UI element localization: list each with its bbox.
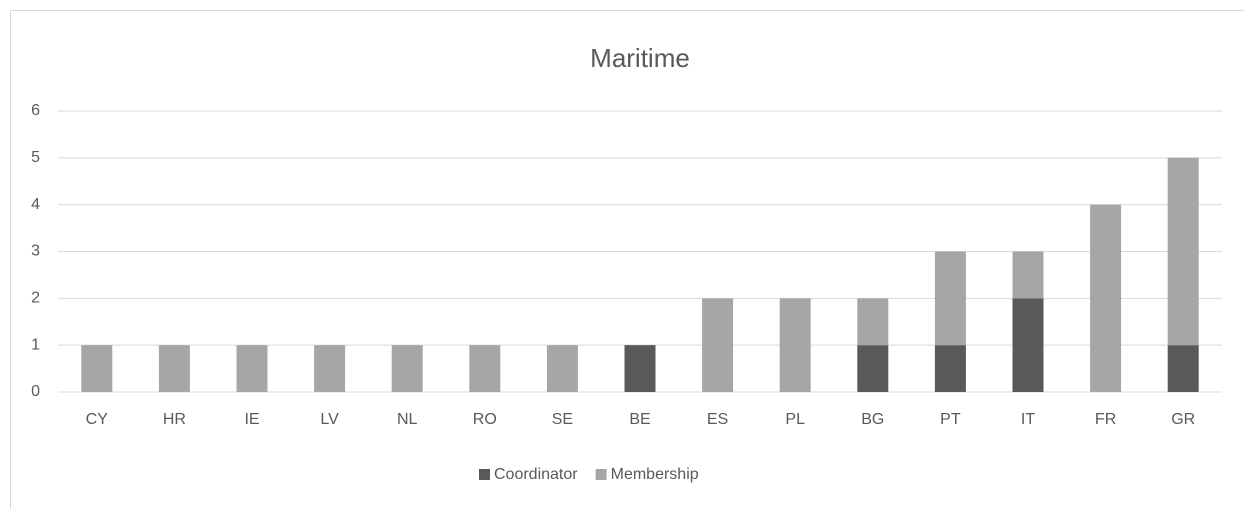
y-tick-label: 2 <box>31 290 40 307</box>
bar <box>934 251 966 346</box>
legend-swatch <box>595 469 607 480</box>
bar <box>391 345 423 392</box>
bar <box>934 345 966 392</box>
x-tick-label: PL <box>785 411 805 428</box>
bar <box>1167 345 1199 392</box>
x-tick-label: FR <box>1095 411 1116 428</box>
y-tick-label: 1 <box>31 336 40 353</box>
bar <box>1012 251 1044 299</box>
bar <box>546 345 578 392</box>
x-tick-label: LV <box>320 411 339 428</box>
x-tick-label: IE <box>244 411 259 428</box>
y-tick-label: 4 <box>31 196 40 213</box>
x-tick-label: SE <box>552 411 573 428</box>
x-tick-label: RO <box>473 411 497 428</box>
legend-label: Coordinator <box>494 466 578 483</box>
y-tick-label: 5 <box>31 149 40 166</box>
x-tick-label: HR <box>163 411 186 428</box>
bar <box>624 345 656 392</box>
x-tick-label: GR <box>1171 411 1195 428</box>
x-tick-label: BE <box>629 411 650 428</box>
bar <box>314 345 346 392</box>
y-tick-label: 0 <box>31 383 40 400</box>
bar <box>236 345 268 392</box>
bar <box>1090 204 1122 392</box>
bar <box>469 345 501 392</box>
y-tick-label: 3 <box>31 243 40 260</box>
bar <box>857 298 889 346</box>
bar <box>1167 157 1199 346</box>
bar <box>857 345 889 392</box>
bar <box>81 345 113 392</box>
legend-label: Membership <box>611 466 699 483</box>
bar <box>702 298 734 392</box>
y-tick-label: 6 <box>31 102 40 119</box>
x-tick-label: PT <box>940 411 961 428</box>
chart-title: Maritime <box>590 43 690 73</box>
x-tick-label: NL <box>397 411 418 428</box>
x-tick-label: BG <box>861 411 884 428</box>
legend-swatch <box>479 469 490 480</box>
x-tick-label: IT <box>1021 411 1035 428</box>
bar <box>1012 298 1044 392</box>
x-tick-label: CY <box>86 411 109 428</box>
x-tick-label: ES <box>707 411 728 428</box>
bar <box>779 298 811 392</box>
bar <box>158 345 190 392</box>
